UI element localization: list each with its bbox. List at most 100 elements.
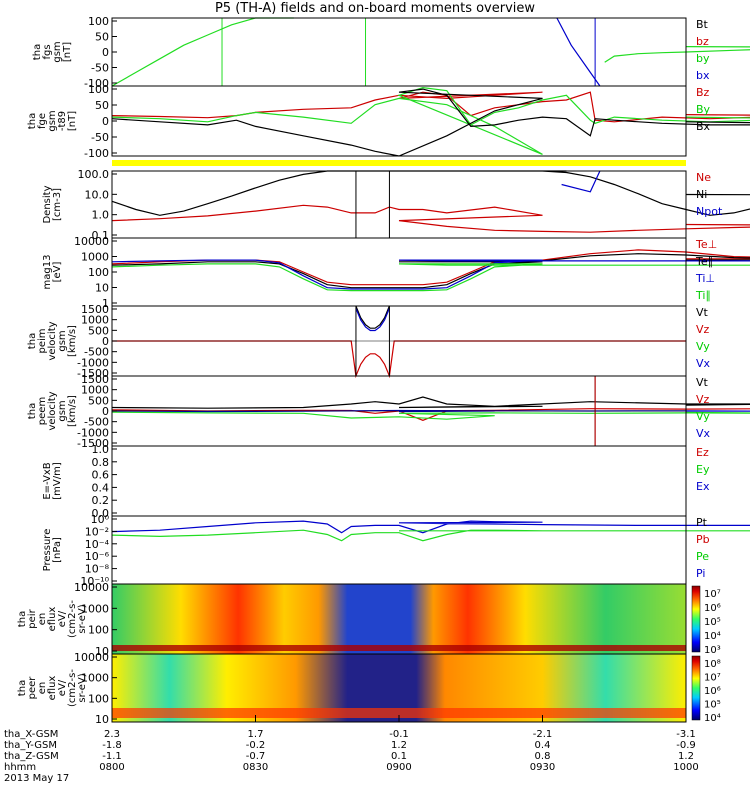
y-axis-label: sr-eV): [77, 604, 88, 633]
y-axis-label: eV/: [57, 610, 68, 627]
legend-Vz: Vz: [696, 323, 710, 336]
panel-pressure: [111, 515, 750, 585]
y-tick-label: 0.6: [92, 469, 110, 482]
legend-Vy: Vy: [696, 340, 710, 353]
colorbar-tick-label: 10⁷: [704, 673, 721, 684]
y-tick-label: 10000: [74, 581, 109, 594]
y-axis-label: en: [37, 613, 48, 626]
y-axis-label: gsm: [47, 110, 58, 131]
x-tick-label: -0.9: [676, 740, 696, 751]
y-tick-label: 50: [95, 99, 109, 112]
y-tick-label: 1000: [81, 251, 109, 264]
y-tick-label: 500: [88, 324, 109, 337]
y-axis-label: [nT]: [62, 42, 73, 62]
y-axis-label: tha: [17, 680, 28, 696]
panel-fgs: [111, 17, 750, 87]
y-axis-label: [cm-3]: [52, 188, 63, 221]
panel-frame: [111, 237, 687, 307]
y-axis-label: peer: [27, 676, 38, 700]
x-tick-label: -0.1: [389, 729, 409, 740]
series-Ne: [111, 204, 750, 233]
x-tick-label: 0930: [530, 762, 555, 773]
y-tick-label: 100.0: [78, 168, 110, 181]
y-tick-label: 0: [102, 46, 109, 59]
y-tick-label: 10⁰: [91, 513, 110, 526]
y-tick-label: -50: [91, 131, 109, 144]
series-Te⊥: [111, 249, 750, 286]
panel-frame: [111, 170, 687, 239]
x-row-label: hhmm: [4, 762, 36, 773]
y-tick-label: 10: [95, 282, 109, 295]
series-Vz: [112, 340, 686, 379]
x-tick-label: 1000: [673, 762, 698, 773]
x-tick-label: 0800: [99, 762, 124, 773]
y-axis-label: (cm2-s-: [67, 669, 78, 707]
y-axis-label: Density: [42, 185, 53, 223]
y-axis-label: sr-eV): [77, 673, 88, 702]
y-axis-label: tha: [32, 44, 43, 60]
y-axis-label: fge: [37, 113, 48, 129]
y-axis-label: [mV/m]: [52, 462, 63, 500]
y-axis-label: tha: [27, 113, 38, 129]
series-Bx: [111, 88, 750, 157]
series-Vt: [111, 396, 750, 409]
legend-Te∥: Te∥: [695, 255, 713, 268]
series-by: [604, 46, 750, 63]
y-axis-label: eV/: [57, 679, 68, 696]
x-tick-label: 1.2: [391, 740, 407, 751]
y-tick-label: 0.2: [92, 494, 110, 507]
y-tick-label: -50: [91, 62, 109, 75]
legend-Vx: Vx: [696, 427, 711, 440]
legend-Ti⊥: Ti⊥: [695, 272, 715, 285]
x-tick-label: 0.1: [391, 751, 407, 762]
y-tick-label: -100: [84, 77, 109, 90]
legend-Ex: Ex: [696, 480, 710, 493]
legend-Npot: Npot: [696, 205, 723, 218]
legend-Pt: Pt: [696, 516, 708, 529]
legend-Ez: Ez: [696, 446, 709, 459]
panel-electron-velocity: [111, 375, 750, 447]
y-tick-label: 10: [95, 713, 109, 726]
y-tick-label: 1.0: [92, 443, 110, 456]
y-axis-label: (cm2-s-: [67, 600, 78, 638]
date-label: 2013 May 17: [4, 773, 69, 784]
legend-Ey: Ey: [696, 463, 710, 476]
x-tick-label: 0830: [243, 762, 268, 773]
y-axis-label: [eV]: [52, 262, 63, 283]
series-bx: [556, 17, 601, 87]
y-tick-label: 0.8: [92, 456, 110, 469]
panel-density: [111, 170, 750, 239]
legend-bx: bx: [696, 69, 710, 82]
y-tick-label: 10: [95, 645, 109, 658]
series-Npot: [561, 170, 601, 193]
series-Bz: [111, 91, 750, 123]
y-axis-label: gsm: [57, 330, 68, 351]
y-tick-label: 1000: [81, 314, 109, 327]
low-energy-band: [112, 645, 686, 651]
y-tick-label: 100: [88, 266, 109, 279]
panel-electron-eflux: [111, 653, 701, 723]
panel-fgm: [111, 85, 750, 157]
y-tick-label: 10.0: [85, 188, 110, 201]
legend-Bt: Bt: [696, 18, 709, 31]
legend-Bz: Bz: [696, 86, 710, 99]
x-tick-label: -3.1: [676, 729, 696, 740]
y-axis-label: en: [37, 682, 48, 695]
series-by: [111, 17, 294, 87]
legend-Ti∥: Ti∥: [695, 289, 711, 302]
y-axis-label: tha: [27, 403, 38, 419]
x-tick-label: -0.2: [246, 740, 266, 751]
y-tick-label: -1000: [77, 356, 109, 369]
y-tick-label: 0.0: [92, 507, 110, 520]
x-tick-label: -1.8: [102, 740, 122, 751]
y-tick-label: 100: [88, 692, 109, 705]
spacer-bar: [112, 160, 686, 166]
series-Vy: [111, 411, 750, 420]
legend-Pe: Pe: [696, 550, 709, 563]
y-tick-label: -500: [84, 416, 109, 429]
colorbar-tick-label: 10⁶: [704, 686, 721, 697]
y-tick-label: 100: [88, 83, 109, 96]
x-tick-label: -2.1: [533, 729, 553, 740]
y-axis-label: mag13: [42, 255, 53, 290]
